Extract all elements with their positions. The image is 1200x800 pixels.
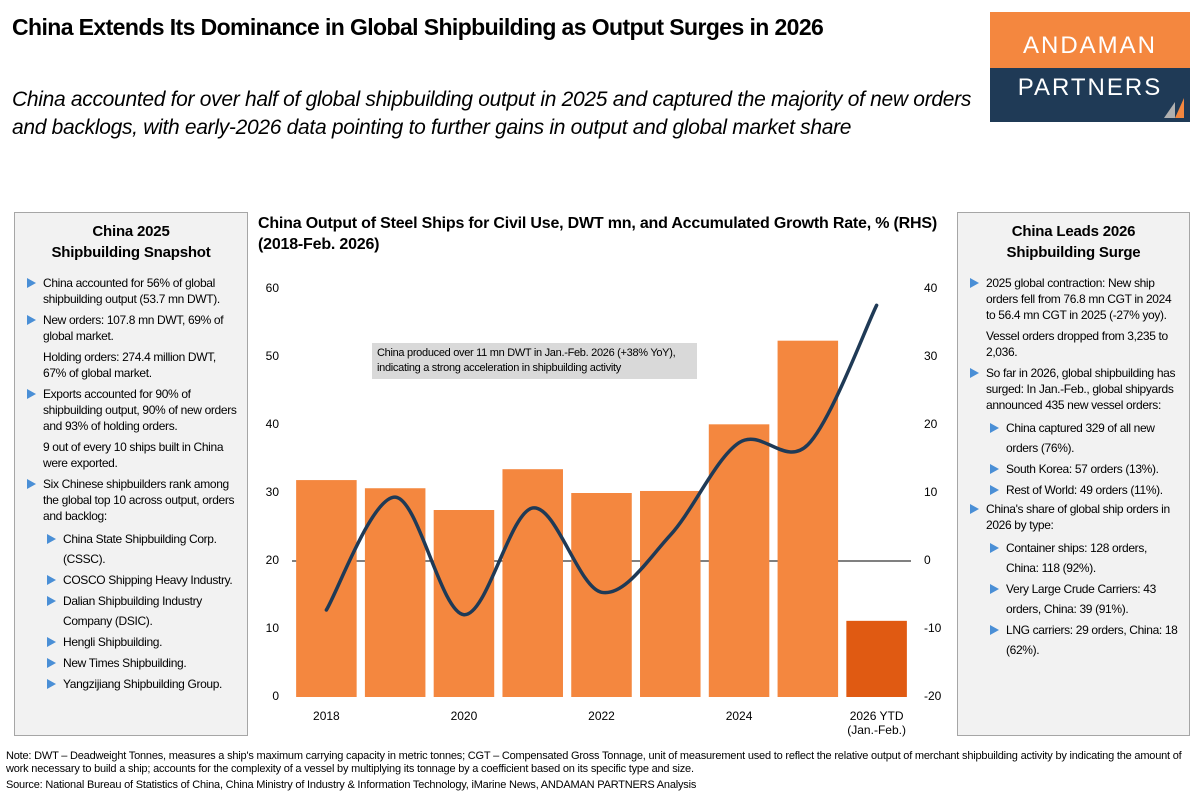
right-panel: China Leads 2026 Shipbuilding Surge 2025 g…	[957, 212, 1190, 736]
sub-bullet: Hengli Shipbuilding.	[43, 632, 239, 652]
panel-title-line: China Leads 2026	[1011, 223, 1136, 240]
y-tick-label: 30	[266, 485, 280, 499]
y2-tick-label: -10	[924, 621, 942, 635]
bullet: Six Chinese shipbuilders rank among the …	[23, 476, 239, 524]
sub-bullet: Rest of World: 49 orders (11%).	[986, 480, 1181, 500]
y-tick-label: 40	[266, 417, 280, 431]
note: Vessel orders dropped from 3,235 to 2,03…	[986, 329, 1168, 359]
bar	[708, 424, 770, 697]
sub-bullet: Container ships: 128 orders, China: 118 …	[986, 538, 1181, 578]
bar	[846, 620, 907, 697]
panel-title: China Leads 2026 Shipbuilding Surge	[966, 221, 1181, 263]
bar	[777, 340, 839, 697]
sub-bullet: Dalian Shipbuilding Industry Company (DS…	[43, 591, 239, 631]
bullet: China's share of global ship orders in 2…	[966, 501, 1181, 533]
chart: 0 10 20 30 40 50 60 -20 -10 0 10 20 30 40	[266, 281, 942, 703]
y2-tick-label: 30	[924, 349, 938, 363]
panel-title-line: Shipbuilding Surge	[1006, 244, 1141, 261]
bar	[502, 469, 563, 697]
bullet: New orders: 107.8 mn DWT, 69% of global …	[23, 312, 239, 344]
x-tick-label: 2026 YTD (Jan.-Feb.)	[847, 709, 906, 737]
note: 9 out of every 10 ships built in China w…	[43, 440, 224, 470]
line	[324, 303, 879, 617]
y-tick-label: 50	[266, 349, 280, 363]
bullet: 2025 global contraction: New ship orders…	[966, 275, 1181, 323]
y2-tick-label: -20	[924, 689, 942, 703]
y2-tick-label: 40	[924, 281, 938, 295]
panel-title: China 2025 Shipbuilding Snapshot	[23, 221, 239, 263]
y2-tick-label: 0	[924, 553, 931, 567]
x-tick-label: 2020	[450, 709, 478, 723]
y-tick-label: 60	[266, 281, 280, 295]
sub-bullet: New Times Shipbuilding.	[43, 653, 239, 673]
annotation: China produced over 11 mn DWT in Jan.-Fe…	[372, 343, 697, 379]
bar	[571, 493, 632, 697]
y2-tick-label: 20	[924, 417, 938, 431]
chart-title: China Output of Steel Ships for Civil Us…	[258, 215, 937, 253]
sub-bullet: South Korea: 57 orders (13%).	[986, 459, 1181, 479]
x-tick-label: 2022	[588, 709, 615, 723]
bar	[640, 490, 701, 697]
sub-bullet: Yangzijiang Shipbuilding Group.	[43, 674, 239, 694]
sub-bullet: LNG carriers: 29 orders, China: 18 (62%)…	[986, 620, 1181, 660]
logo-icon	[1164, 98, 1184, 118]
bar	[364, 488, 426, 697]
panel-title-line: Shipbuilding Snapshot	[51, 244, 211, 261]
y-tick-label: 20	[266, 553, 280, 567]
bar	[296, 480, 357, 697]
footnote: Note: DWT – Deadweight Tonnes, measures …	[6, 750, 1182, 775]
bar	[433, 510, 495, 697]
panel-title-line: China 2025	[92, 223, 170, 240]
page-title: China Extends Its Dominance in Global Sh…	[12, 14, 824, 40]
y2-tick-label: 10	[924, 485, 938, 499]
bullet: China accounted for 56% of global shipbu…	[23, 275, 239, 307]
bullet: So far in 2026, global shipbuilding has …	[966, 365, 1181, 413]
y-tick-label: 0	[272, 689, 279, 703]
sub-bullet: China State Shipbuilding Corp. (CSSC).	[43, 529, 239, 569]
sub-bullet: Very Large Crude Carriers: 43 orders, Ch…	[986, 579, 1181, 619]
subtitle: China accounted for over half of global …	[12, 88, 972, 139]
sub-bullet: China captured 329 of all new orders (76…	[986, 418, 1181, 458]
logo-top: ANDAMAN	[990, 12, 1190, 68]
bullet: Exports accounted for 90% of shipbuildin…	[23, 386, 239, 434]
x-tick-label: 2018	[313, 709, 340, 723]
left-panel: China 2025 Shipbuilding Snapshot China acc…	[14, 212, 248, 736]
source: Source: National Bureau of Statistics of…	[6, 779, 697, 791]
note: Holding orders: 274.4 million DWT, 67% o…	[43, 350, 216, 380]
sub-bullet: COSCO Shipping Heavy Industry.	[43, 570, 239, 590]
y-tick-label: 10	[266, 621, 280, 635]
logo-bottom: PARTNERS	[990, 68, 1190, 122]
x-tick-label: 2024	[725, 709, 753, 723]
